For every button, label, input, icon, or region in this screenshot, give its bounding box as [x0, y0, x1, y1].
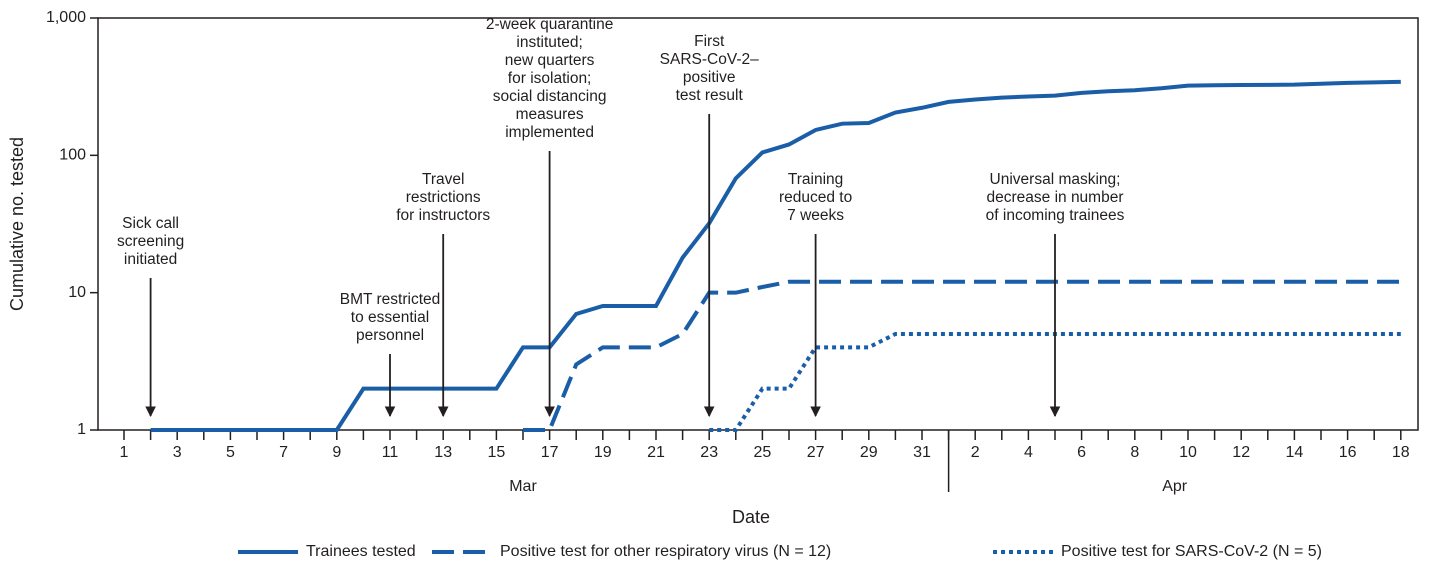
month-label: Apr	[1162, 478, 1188, 495]
annotation-line: Universal masking;	[990, 171, 1121, 188]
x-tick-label: 11	[382, 444, 399, 461]
x-axis-label: Date	[732, 507, 770, 527]
x-tick-label: 27	[807, 444, 825, 461]
month-label: Mar	[509, 478, 537, 495]
data-line	[523, 279, 1401, 432]
data-line	[150, 79, 1401, 432]
x-tick-label: 4	[1024, 444, 1033, 461]
x-tick-label: 10	[1179, 444, 1197, 461]
x-tick-label: 23	[700, 444, 718, 461]
annotation-line: 2-week quarantine	[486, 16, 614, 33]
annotation-line: Training	[788, 171, 843, 188]
legend-label: Positive test for other respiratory viru…	[500, 543, 831, 560]
y-tick-label: 10	[68, 284, 86, 301]
annotation-line: to essential	[351, 309, 429, 326]
annotation-line: implemented	[505, 124, 594, 141]
annotation-line: screening	[117, 233, 184, 250]
y-tick-label: 1	[77, 421, 86, 438]
x-tick-label: 15	[488, 444, 506, 461]
annotation-line: reduced to	[779, 189, 852, 206]
y-tick-label: 1,000	[46, 9, 86, 26]
annotation-line: for isolation;	[508, 70, 592, 87]
annotation-line: for instructors	[396, 207, 490, 224]
annotation-line: measures	[516, 106, 584, 123]
annotation: Training reduced to 7 weeks	[779, 171, 852, 224]
y-tick-label: 100	[59, 147, 86, 164]
annotation: First SARS-CoV-2– positive test result	[660, 33, 759, 104]
annotation-line: of incoming trainees	[986, 207, 1125, 224]
y-axis-label: Cumulative no. tested	[7, 137, 27, 311]
annotation-line: initiated	[124, 251, 177, 268]
annotation-line: Travel	[422, 171, 465, 188]
annotation: Sick call screening initiated	[117, 215, 184, 268]
legend-label: Trainees tested	[306, 543, 416, 560]
x-tick-label: 6	[1077, 444, 1086, 461]
x-tick-label: 3	[173, 444, 182, 461]
annotation: BMT restricted to essential personnel	[340, 291, 441, 344]
annotation-line: positive	[683, 69, 736, 86]
annotation-line: Sick call	[122, 215, 179, 232]
annotation-line: SARS-CoV-2–	[660, 51, 759, 68]
annotation-line: social distancing	[493, 88, 607, 105]
x-tick-label: 2	[971, 444, 980, 461]
plot-frame	[97, 17, 1419, 431]
x-tick-label: 25	[754, 444, 772, 461]
x-tick-label: 14	[1286, 444, 1304, 461]
annotation: Universal masking; decrease in number of i…	[986, 171, 1125, 224]
annotation-line: instituted;	[516, 34, 582, 51]
annotation: 2-week quarantine instituted; new quarters…	[486, 16, 614, 141]
annotation-line: personnel	[356, 327, 424, 344]
x-tick-label: 1	[120, 444, 129, 461]
x-tick-label: 13	[434, 444, 452, 461]
annotation-line: 7 weeks	[787, 207, 844, 224]
annotation-line: First	[694, 33, 725, 50]
annotation-line: new quarters	[505, 52, 595, 69]
x-tick-label: 9	[332, 444, 341, 461]
x-tick-label: 17	[541, 444, 559, 461]
x-tick-label: 16	[1339, 444, 1357, 461]
x-tick-label: 12	[1232, 444, 1250, 461]
x-tick-label: 21	[647, 444, 665, 461]
x-tick-label: 31	[913, 444, 931, 461]
legend-label: Positive test for SARS-CoV-2 (N = 5)	[1061, 543, 1322, 560]
annotation-line: decrease in number	[987, 189, 1124, 206]
x-tick-label: 7	[279, 444, 288, 461]
annotation-line: BMT restricted	[340, 291, 441, 308]
x-tick-label: 19	[594, 444, 612, 461]
annotation-line: test result	[676, 87, 744, 104]
x-tick-label: 18	[1392, 444, 1410, 461]
annotation: Travel restrictions for instructors	[396, 171, 490, 224]
x-tick-label: 8	[1130, 444, 1139, 461]
annotation-line: restrictions	[406, 189, 481, 206]
x-tick-label: 5	[226, 444, 235, 461]
x-tick-label: 29	[860, 444, 878, 461]
